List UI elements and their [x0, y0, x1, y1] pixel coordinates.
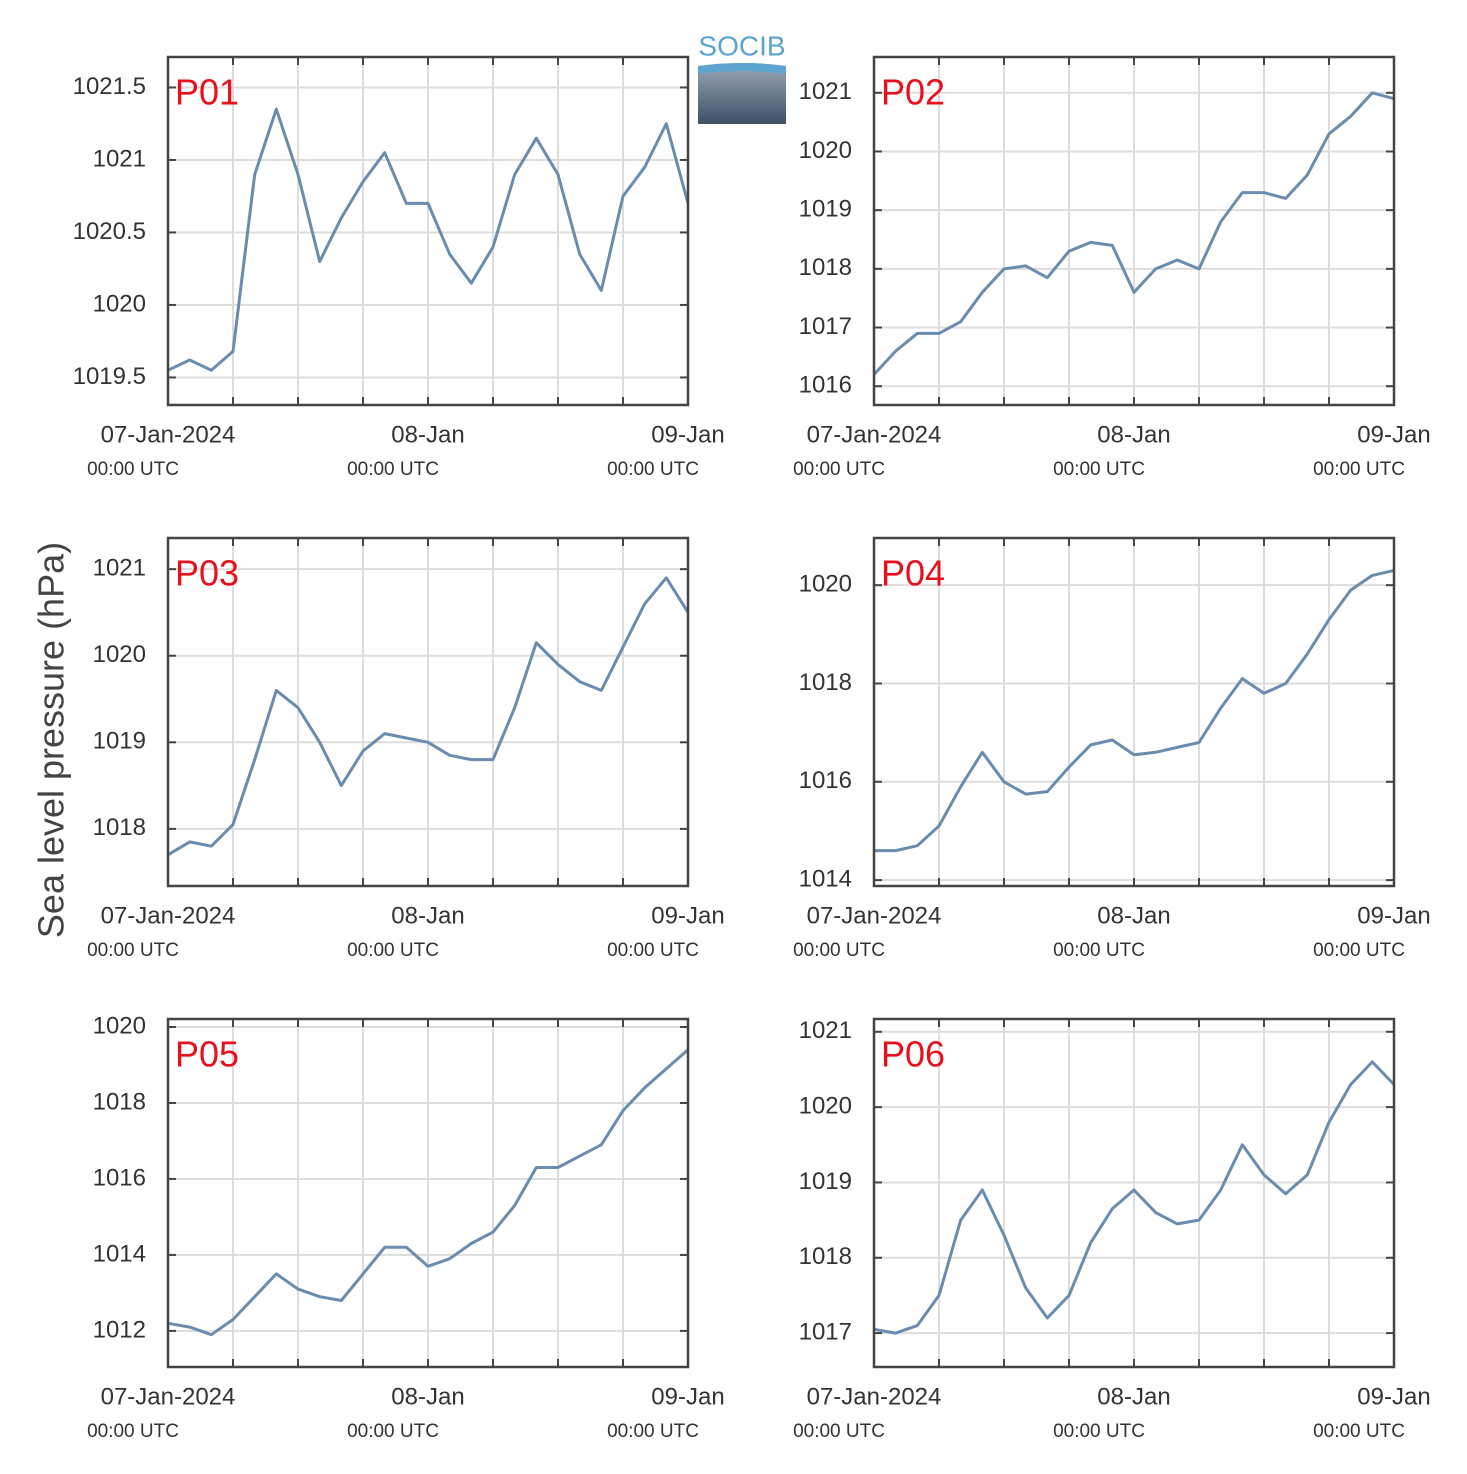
y-tick-label: 1020 — [93, 641, 146, 668]
y-tick-label: 1019 — [799, 196, 852, 223]
line — [872, 91, 1395, 376]
panel-title: P03 — [175, 553, 239, 594]
x-tick-sublabel: 00:00 UTC — [793, 940, 885, 961]
y-tick-label: 1019 — [799, 1168, 852, 1195]
logo-text: SOCIB — [698, 30, 785, 61]
y-tick-label: 1014 — [799, 865, 852, 892]
y-tick-label: 1016 — [799, 372, 852, 399]
x-tick-sublabel: 00:00 UTC — [87, 940, 179, 961]
x-tick-label: 07-Jan-2024 — [101, 421, 236, 448]
x-tick-sublabel: 00:00 UTC — [793, 459, 885, 480]
x-tick-label: 09-Jan — [651, 902, 724, 929]
x-tick-label: 08-Jan — [1097, 902, 1170, 929]
y-tick-label: 1017 — [799, 313, 852, 340]
line — [167, 107, 690, 372]
plot-frame — [872, 55, 1396, 407]
plot-frame — [872, 1017, 1396, 1369]
y-tick-label: 1019 — [93, 728, 146, 755]
y-axis-label: Sea level pressure (hPa) — [31, 542, 72, 938]
panel-title: P02 — [881, 72, 945, 113]
plot-frame — [166, 1017, 690, 1369]
x-tick-label: 08-Jan — [391, 902, 464, 929]
line — [873, 1060, 1396, 1335]
line — [167, 576, 690, 857]
x-tick-label: 07-Jan-2024 — [807, 902, 942, 929]
logo-wave — [698, 63, 786, 74]
y-tick-label: 1020 — [93, 290, 146, 317]
x-tick-sublabel: 00:00 UTC — [87, 1421, 179, 1442]
x-tick-sublabel: 00:00 UTC — [1313, 940, 1405, 961]
y-tick-label: 1021 — [93, 145, 146, 172]
y-tick-label: 1020 — [799, 571, 852, 598]
x-tick-label: 09-Jan — [1357, 421, 1430, 448]
panel-title: P04 — [881, 553, 945, 594]
y-tick-label: 1014 — [93, 1240, 146, 1267]
y-tick-label: 1020 — [93, 1012, 146, 1039]
x-tick-sublabel: 00:00 UTC — [607, 940, 699, 961]
y-tick-label: 1021 — [799, 78, 852, 105]
x-tick-label: 08-Jan — [1097, 421, 1170, 448]
x-tick-sublabel: 00:00 UTC — [1313, 459, 1405, 480]
x-tick-sublabel: 00:00 UTC — [347, 459, 439, 480]
x-tick-sublabel: 00:00 UTC — [793, 1421, 885, 1442]
y-tick-label: 1020 — [799, 137, 852, 164]
x-tick-sublabel: 00:00 UTC — [1053, 940, 1145, 961]
x-tick-sublabel: 00:00 UTC — [1313, 1421, 1405, 1442]
y-tick-label: 1020 — [799, 1092, 852, 1119]
x-tick-sublabel: 00:00 UTC — [1053, 459, 1145, 480]
line — [167, 1048, 689, 1337]
y-tick-label: 1018 — [93, 1088, 146, 1115]
x-tick-sublabel: 00:00 UTC — [347, 940, 439, 961]
x-tick-sublabel: 00:00 UTC — [607, 1421, 699, 1442]
x-tick-sublabel: 00:00 UTC — [87, 459, 179, 480]
x-tick-label: 09-Jan — [651, 421, 724, 448]
y-tick-label: 1018 — [93, 814, 146, 841]
y-tick-label: 1018 — [799, 669, 852, 696]
y-tick-label: 1021 — [93, 555, 146, 582]
x-tick-label: 07-Jan-2024 — [101, 902, 236, 929]
x-tick-label: 07-Jan-2024 — [807, 1383, 942, 1410]
x-tick-label: 09-Jan — [1357, 902, 1430, 929]
y-tick-label: 1016 — [799, 767, 852, 794]
y-tick-label: 1018 — [799, 1243, 852, 1270]
y-tick-label: 1021.5 — [73, 73, 146, 100]
x-tick-sublabel: 00:00 UTC — [347, 1421, 439, 1442]
x-tick-label: 09-Jan — [1357, 1383, 1430, 1410]
x-tick-sublabel: 00:00 UTC — [1053, 1421, 1145, 1442]
y-tick-label: 1021 — [799, 1017, 852, 1044]
y-tick-label: 1020.5 — [73, 218, 146, 245]
y-tick-label: 1012 — [93, 1316, 146, 1343]
y-tick-label: 1016 — [93, 1164, 146, 1191]
x-tick-label: 08-Jan — [1097, 1383, 1170, 1410]
plot-frame — [166, 536, 690, 888]
x-tick-label: 07-Jan-2024 — [101, 1383, 236, 1410]
panel-title: P05 — [175, 1034, 239, 1075]
logo: SOCIB — [698, 30, 786, 124]
panel-title: P01 — [175, 72, 239, 113]
x-tick-label: 09-Jan — [651, 1383, 724, 1410]
plot-frame — [872, 536, 1396, 888]
logo-shape — [698, 63, 786, 124]
plot-frame — [166, 55, 690, 407]
line — [874, 568, 1395, 853]
y-tick-label: 1018 — [799, 254, 852, 281]
y-tick-label: 1019.5 — [73, 363, 146, 390]
x-tick-label: 08-Jan — [391, 421, 464, 448]
x-tick-sublabel: 00:00 UTC — [607, 459, 699, 480]
x-tick-label: 07-Jan-2024 — [807, 421, 942, 448]
y-tick-label: 1017 — [799, 1318, 852, 1345]
panel-title: P06 — [881, 1034, 945, 1075]
x-tick-label: 08-Jan — [391, 1383, 464, 1410]
